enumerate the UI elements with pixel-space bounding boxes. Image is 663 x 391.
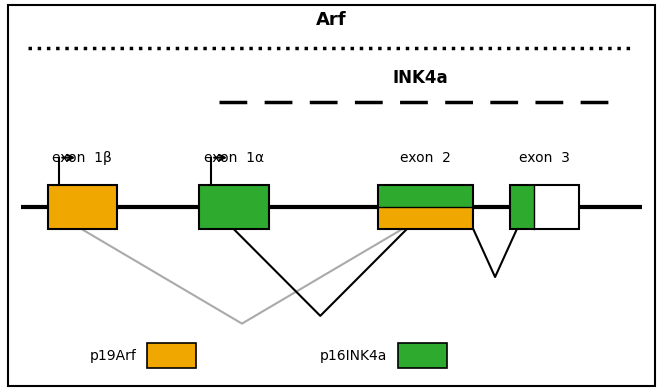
Text: p16INK4a: p16INK4a <box>320 349 388 362</box>
Text: Arf: Arf <box>316 11 347 29</box>
Bar <box>378 185 473 230</box>
Bar <box>48 185 117 230</box>
Bar <box>534 185 579 230</box>
Bar <box>147 343 196 368</box>
Text: exon  2: exon 2 <box>400 151 451 165</box>
Bar <box>510 185 534 230</box>
FancyBboxPatch shape <box>8 5 655 386</box>
Text: p19Arf: p19Arf <box>90 349 137 362</box>
Bar <box>200 185 269 230</box>
Text: exon  1α: exon 1α <box>204 151 264 165</box>
Bar <box>378 185 473 207</box>
Text: exon  3: exon 3 <box>519 151 570 165</box>
Bar <box>378 207 473 230</box>
Text: INK4a: INK4a <box>392 69 448 87</box>
Bar <box>398 343 447 368</box>
Bar <box>510 185 579 230</box>
Text: exon  1β: exon 1β <box>52 151 112 165</box>
